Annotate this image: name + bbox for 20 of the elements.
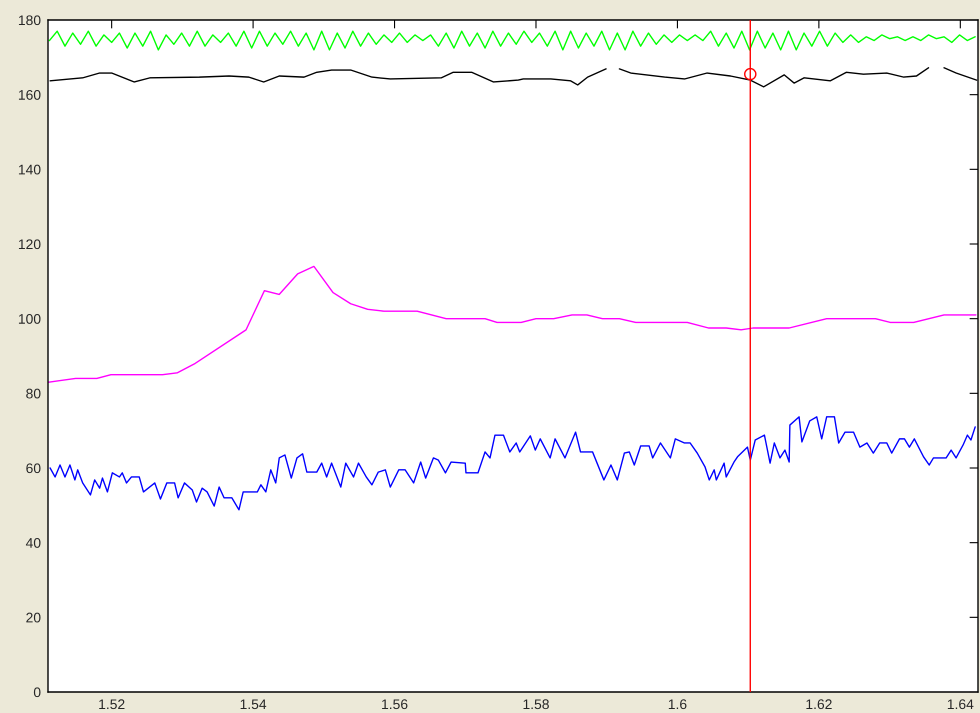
x-tick-label: 1.52: [99, 699, 124, 710]
line-series: [49, 416, 976, 511]
y-tick-label: 40: [26, 538, 41, 548]
y-tick-label: 160: [18, 90, 41, 100]
x-tick-label: 1.62: [806, 699, 832, 710]
y-tick-label: 20: [26, 612, 41, 623]
y-tick-label: 0: [34, 687, 41, 698]
x-tick-label: 1.6: [668, 699, 686, 710]
y-tick-label: 60: [26, 463, 41, 474]
x-tick-label: 1.64: [948, 699, 974, 710]
y-tick-label: 120: [18, 239, 41, 250]
line-series: [48, 30, 976, 51]
y-tick-label: 140: [18, 164, 41, 175]
x-tick-label: 1.54: [240, 699, 266, 710]
y-tick-label: 80: [26, 388, 41, 399]
line-series: [48, 266, 977, 383]
x-tick-label: 1.58: [524, 699, 549, 710]
y-tick-label: 100: [18, 314, 41, 324]
y-tick-label: 180: [18, 15, 41, 26]
x-tick-label: 1.56: [382, 699, 408, 710]
